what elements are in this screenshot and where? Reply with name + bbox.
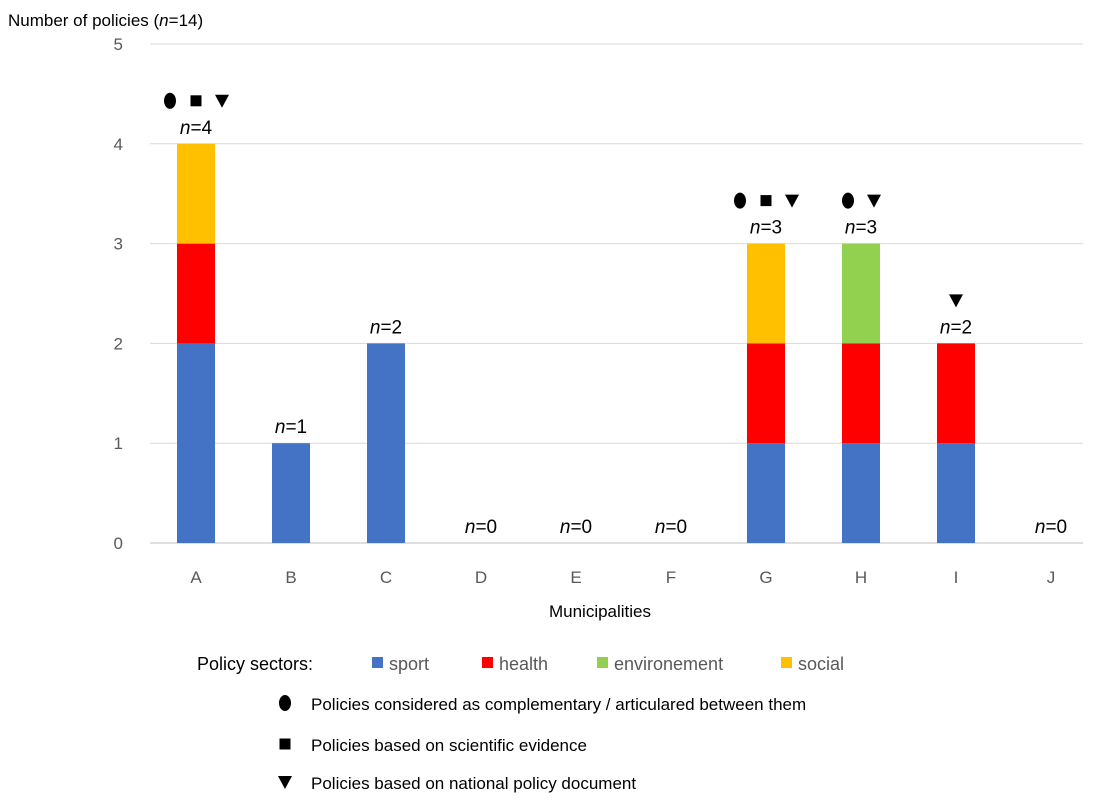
bar-labels: n=4 n=1 n=2 n=0 n=0 n=0 n=3 n=3 n=2 n=0 (180, 118, 1067, 538)
square-marker-icon (279, 738, 291, 750)
triangle-marker-icon (215, 94, 229, 108)
n-label: n=1 (275, 417, 307, 438)
legend-label-sport: sport (389, 654, 429, 674)
circle-marker-icon (164, 92, 176, 109)
bar-segment-environement (842, 243, 880, 344)
triangle-marker-icon (785, 194, 799, 208)
x-tick-label: D (475, 568, 487, 587)
legend-swatch-sport (372, 657, 383, 668)
x-tick-label: A (190, 568, 202, 587)
note-text: Policies based on scientific evidence (311, 736, 587, 755)
bar-segment-health (747, 343, 785, 444)
circle-marker-icon (734, 192, 746, 209)
bar-segment-sport (937, 443, 975, 543)
note-text: Policies considered as complementary / a… (311, 695, 806, 714)
n-label: n=3 (845, 218, 877, 239)
y-tick-label: 2 (114, 334, 123, 353)
bar-segment-health (177, 243, 215, 344)
x-tick-label: G (759, 568, 772, 587)
y-tick-label: 1 (114, 434, 123, 453)
bar-segment-social (177, 143, 215, 244)
marker-notes: Policies considered as complementary / a… (278, 695, 806, 793)
circle-marker-icon (279, 695, 291, 711)
y-axis-title-prefix: Number of policies ( (8, 11, 160, 30)
n-label: n=2 (370, 317, 402, 338)
legend-label-environement: environement (614, 654, 723, 674)
n-label: n=4 (180, 118, 213, 139)
legend-swatch-health (482, 657, 493, 668)
legend-swatch-social (781, 657, 792, 668)
n-label: n=3 (750, 218, 782, 239)
bar-markers (164, 92, 963, 308)
x-tick-label: F (666, 568, 676, 587)
x-tick-label: I (954, 568, 959, 587)
x-tick-label: B (285, 568, 296, 587)
x-axis-title: Municipalities (549, 602, 651, 621)
n-label: n=0 (560, 517, 592, 538)
legend: Policy sectors: sport health environement s… (197, 654, 844, 674)
bar-segment-sport (177, 343, 215, 543)
legend-label-social: social (798, 654, 844, 674)
legend-swatch-environement (597, 657, 608, 668)
n-label: n=0 (1035, 517, 1067, 538)
bars (177, 143, 975, 543)
y-tick-label: 4 (114, 135, 123, 154)
axes: 0 1 2 3 4 5 A B C D E F G H I J (114, 35, 1056, 587)
circle-marker-icon (842, 192, 854, 209)
y-tick-label: 3 (114, 235, 123, 254)
legend-label-health: health (499, 654, 548, 674)
square-marker-icon (190, 95, 202, 107)
triangle-marker-icon (867, 194, 881, 208)
triangle-marker-icon (278, 776, 292, 789)
y-axis-title-n: n (159, 11, 168, 30)
n-label: n=2 (940, 317, 972, 338)
y-axis-title: Number of policies (n=14) (8, 11, 203, 30)
y-axis-title-suffix: =14) (169, 11, 204, 30)
bar-segment-health (937, 343, 975, 444)
bar-segment-health (842, 343, 880, 444)
n-label: n=0 (465, 517, 497, 538)
bar-segment-sport (747, 443, 785, 543)
bar-segment-sport (842, 443, 880, 543)
legend-title: Policy sectors: (197, 654, 313, 674)
bar-segment-sport (367, 343, 405, 543)
note-text: Policies based on national policy docume… (311, 774, 636, 793)
x-tick-label: H (855, 568, 867, 587)
square-marker-icon (760, 195, 772, 207)
triangle-marker-icon (949, 294, 963, 308)
x-tick-label: J (1047, 568, 1056, 587)
x-tick-label: E (570, 568, 581, 587)
y-tick-label: 5 (114, 35, 123, 54)
x-tick-label: C (380, 568, 392, 587)
bar-segment-sport (272, 443, 310, 543)
y-tick-label: 0 (114, 534, 123, 553)
n-label: n=0 (655, 517, 687, 538)
bar-segment-social (747, 243, 785, 344)
